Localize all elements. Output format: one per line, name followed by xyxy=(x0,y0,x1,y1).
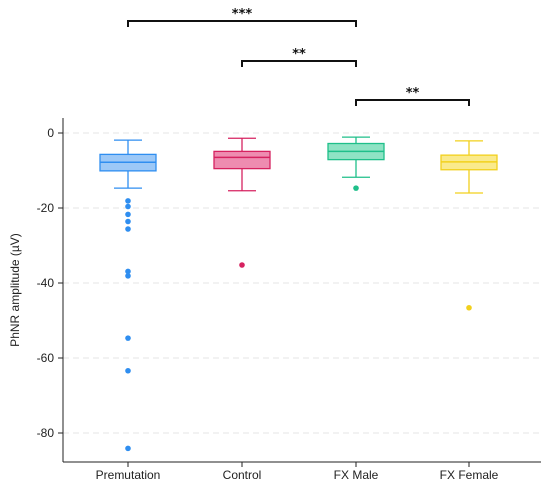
x-tick-label: FX Female xyxy=(440,468,499,482)
bracket-line xyxy=(355,99,470,106)
outlier-point xyxy=(353,185,359,191)
y-tick-label: -40 xyxy=(37,276,55,290)
x-tick-label: FX Male xyxy=(334,468,379,482)
x-tick-label: Control xyxy=(223,468,262,482)
axes: PhNR amplitude (µV) xyxy=(8,118,541,463)
outlier-point xyxy=(125,335,131,341)
y-tick-label: -20 xyxy=(37,201,55,215)
outlier-point xyxy=(125,273,131,279)
significance-bracket: ** xyxy=(355,86,470,106)
x-tick-label: Premutation xyxy=(96,468,161,482)
y-tick-label: -60 xyxy=(37,351,55,365)
outlier-point xyxy=(466,304,472,311)
box-premutation xyxy=(99,139,157,452)
outlier-point xyxy=(125,218,131,225)
outlier-point xyxy=(125,203,131,210)
outlier-point xyxy=(125,198,131,204)
y-tick-label: -80 xyxy=(37,426,55,440)
significance-label: *** xyxy=(232,7,253,22)
outlier-point xyxy=(125,211,131,218)
outlier-point xyxy=(239,262,245,268)
significance-label: ** xyxy=(292,47,306,62)
bracket-line xyxy=(127,20,357,27)
y-ticks: 0 -20 -40 -60 -80 xyxy=(37,126,63,440)
outlier-point xyxy=(125,367,131,374)
significance-label: ** xyxy=(406,86,420,101)
x-ticks: Premutation Control FX Male FX Female xyxy=(96,462,499,482)
significance-bracket: ** xyxy=(241,47,357,67)
outlier-point xyxy=(125,268,131,275)
box-fx-male xyxy=(327,136,385,191)
outlier-point xyxy=(125,445,131,452)
iqr-box xyxy=(213,150,271,170)
boxes xyxy=(99,136,498,452)
significance-bracket: *** xyxy=(127,7,357,27)
box-control xyxy=(213,137,271,268)
y-tick-label: 0 xyxy=(47,126,54,140)
bracket-line xyxy=(241,60,357,67)
box-fx-female xyxy=(440,140,498,311)
significance-brackets: ******* xyxy=(127,7,470,106)
y-axis-title: PhNR amplitude (µV) xyxy=(8,233,22,347)
outlier-point xyxy=(125,226,131,232)
